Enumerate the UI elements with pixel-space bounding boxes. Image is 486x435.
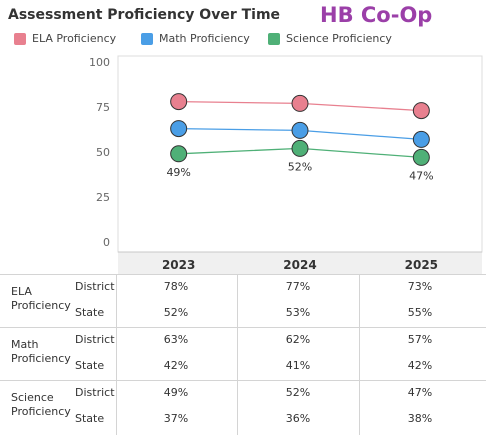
table-divider [0,274,486,275]
legend-item[interactable]: ELA Proficiency [14,32,116,45]
table-cell: 52% [163,306,189,319]
table-cell: 41% [285,359,311,372]
table-cell: 47% [407,386,433,399]
legend-item[interactable]: Science Proficiency [268,32,392,45]
x-axis-header [118,252,482,274]
y-tick-label: 50 [96,146,110,159]
table-cell: 53% [285,306,311,319]
table-cell: 42% [163,359,189,372]
group-label: ELA Proficiency [11,285,71,312]
chart-title: Assessment Proficiency Over Time [8,7,281,23]
y-tick-label: 100 [89,56,110,69]
table-cell: 63% [163,333,189,346]
row-label: State [75,412,105,425]
x-tick-label: 2025 [405,258,438,272]
legend-swatch [268,32,280,45]
row-label: State [75,306,105,319]
legend-swatch [14,32,26,45]
group-label: Science Proficiency [11,391,71,418]
table-cell: 55% [407,306,433,319]
table-cell: 36% [285,412,311,425]
table-divider [116,274,117,435]
table-divider [237,274,238,435]
data-point [291,139,309,157]
table-divider [359,274,360,435]
row-label: District [75,386,115,399]
data-point [412,148,430,166]
data-point [170,145,188,163]
table-cell: 38% [407,412,433,425]
brand-logo-text: HB Co-Op [320,3,433,27]
data-point [170,120,188,138]
data-label: 47% [409,169,433,182]
group-label: Math Proficiency [11,338,71,365]
y-tick-label: 25 [96,191,110,204]
legend-item[interactable]: Math Proficiency [141,32,250,45]
data-point [412,130,430,148]
data-table: ELA Proficiency District 78% 77% 73% State 52%… [0,274,486,435]
x-tick-label: 2024 [283,258,316,272]
table-cell: 42% [407,359,433,372]
table-cell: 78% [163,280,189,293]
line-chart: 100 75 50 25 0 2023 2024 2025 49% 52% 47% [89,55,483,274]
row-label: State [75,359,105,372]
legend-label: Science Proficiency [286,32,392,45]
legend-label: ELA Proficiency [32,32,117,45]
legend-swatch [141,32,153,45]
data-point [170,93,188,111]
y-tick-label: 75 [96,101,110,114]
data-label: 52% [288,160,312,173]
table-divider [0,327,486,328]
table-cell: 57% [407,333,433,346]
x-tick-label: 2023 [162,258,195,272]
table-cell: 73% [407,280,433,293]
data-point [412,102,430,120]
table-cell: 37% [163,412,189,425]
table-cell: 62% [285,333,311,346]
row-label: District [75,280,115,293]
data-point [291,121,309,139]
table-cell: 52% [285,386,311,399]
table-cell: 77% [285,280,311,293]
data-point [291,94,309,112]
table-cell: 49% [163,386,189,399]
table-divider [0,380,486,381]
legend-label: Math Proficiency [159,32,250,45]
y-tick-label: 0 [103,236,110,249]
row-label: District [75,333,115,346]
data-label: 49% [166,166,190,179]
